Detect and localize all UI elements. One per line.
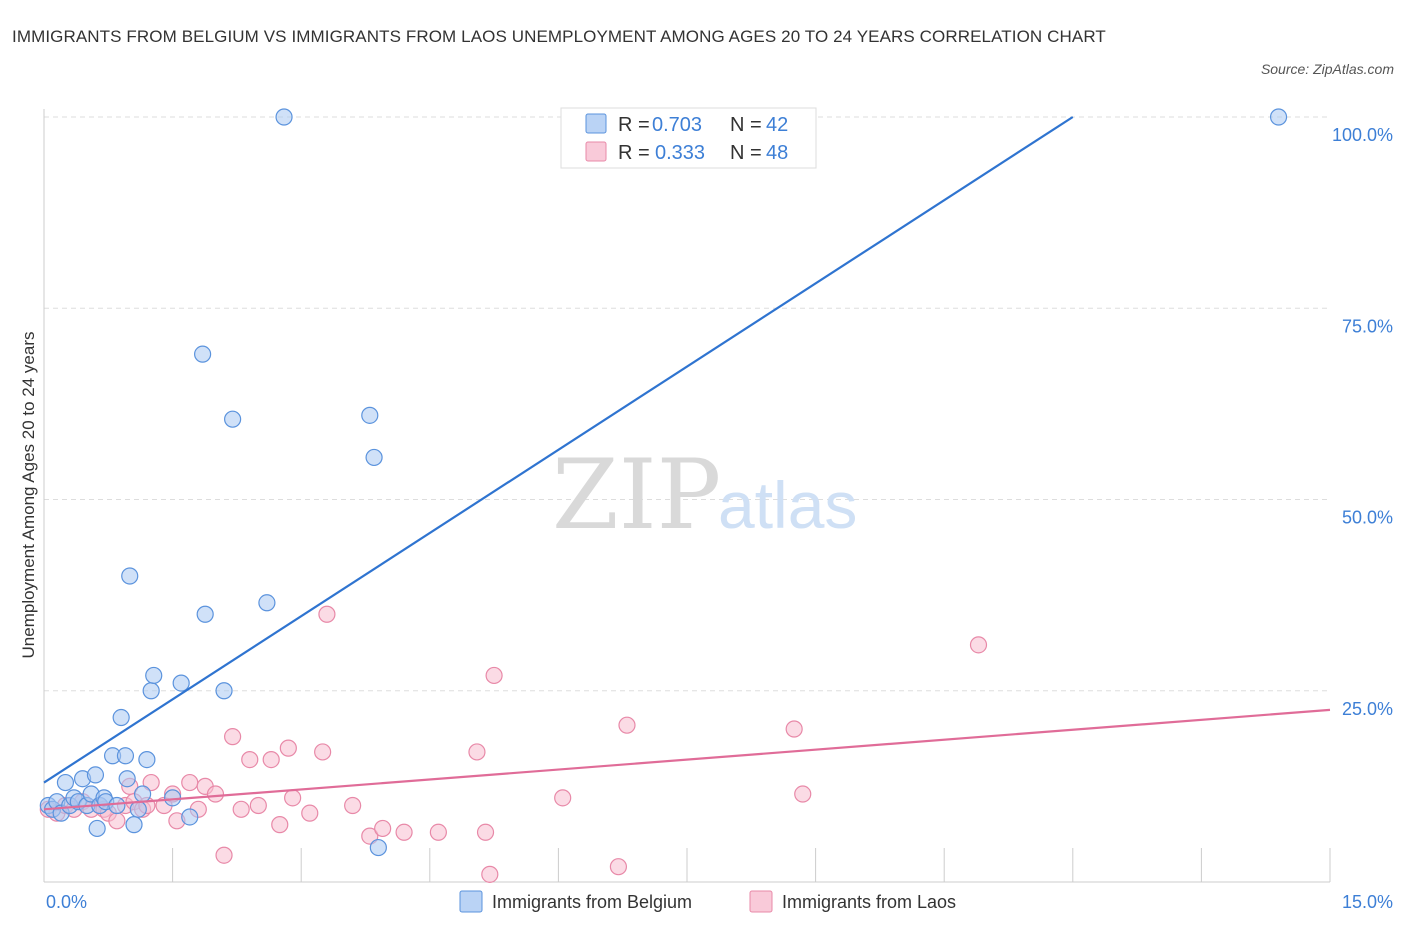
trend-line-laos (43, 708, 1331, 811)
point-belgium (369, 838, 387, 857)
point-laos (618, 716, 636, 734)
point-belgium (118, 770, 136, 788)
point-laos (284, 789, 302, 807)
bottom-legend-label-laos: Immigrants from Laos (782, 892, 956, 912)
point-belgium (112, 708, 130, 727)
legend-n-label-laos: N = (730, 142, 762, 164)
correlation-legend: R = 0.703 N = 42 R = 0.333 N = 48 (560, 107, 817, 169)
point-belgium (138, 750, 156, 769)
point-belgium (215, 682, 233, 700)
point-laos (301, 804, 319, 822)
trend-lines (43, 116, 1331, 811)
point-laos (969, 636, 988, 654)
y-tick-label: 75.0% (1342, 316, 1393, 336)
point-laos (395, 823, 413, 841)
point-laos (108, 812, 126, 830)
point-laos (794, 785, 812, 803)
point-belgium (88, 819, 106, 838)
source-credit: Source: ZipAtlas.com (1260, 61, 1394, 77)
point-laos (279, 739, 297, 757)
point-belgium (181, 808, 199, 826)
legend-n-value-belgium: 42 (766, 114, 788, 136)
point-laos (271, 816, 289, 834)
point-laos (262, 750, 280, 769)
point-laos (554, 789, 572, 807)
gridlines (44, 116, 1330, 692)
point-belgium (116, 747, 135, 765)
watermark-zip: ZIP (552, 439, 721, 551)
watermark: ZIP atlas (552, 439, 857, 551)
chart-title: IMMIGRANTS FROM BELGIUM VS IMMIGRANTS FR… (12, 27, 1106, 46)
point-belgium (86, 766, 105, 784)
series-laos-points (39, 605, 988, 883)
point-laos (485, 666, 503, 685)
point-belgium (56, 773, 75, 792)
point-belgium (194, 345, 212, 363)
point-laos (344, 796, 362, 815)
bottom-legend-label-belgium: Immigrants from Belgium (492, 892, 692, 912)
y-tick-label: 50.0% (1342, 508, 1393, 528)
point-belgium (125, 816, 143, 834)
point-belgium (121, 567, 139, 585)
y-tick-label: 100.0% (1332, 125, 1393, 145)
legend-swatch-laos (585, 141, 607, 162)
legend-swatch-belgium (585, 113, 607, 134)
point-laos (314, 743, 332, 761)
bottom-legend-swatch-laos (749, 890, 773, 913)
y-tick-label: 25.0% (1342, 699, 1393, 719)
bottom-legend-swatch-belgium (459, 890, 483, 913)
point-laos (318, 605, 336, 623)
point-belgium (172, 674, 190, 692)
legend-n-value-laos: 48 (766, 142, 788, 164)
trend-line-belgium (43, 116, 1074, 784)
watermark-atlas: atlas (718, 468, 857, 542)
x-tick-label: 0.0% (46, 892, 87, 912)
point-belgium (108, 796, 126, 815)
point-belgium (361, 406, 379, 424)
legend-r-label-laos: R = (618, 142, 650, 164)
x-tick-label: 15.0% (1342, 892, 1393, 912)
y-axis-label: Unemployment Among Ages 20 to 24 years (19, 332, 38, 659)
legend-n-label-belgium: N = (730, 114, 762, 136)
point-laos (142, 773, 160, 792)
legend-r-value-belgium: 0.703 (652, 114, 702, 136)
x-tick-labels: 0.0% 15.0% (46, 892, 1393, 912)
point-belgium (196, 605, 214, 623)
point-laos (468, 743, 486, 761)
point-laos (232, 800, 250, 818)
y-tick-labels: 25.0% 50.0% 75.0% 100.0% (1332, 125, 1393, 719)
point-belgium (258, 594, 276, 612)
point-belgium (365, 448, 383, 467)
axes (43, 109, 1331, 883)
point-laos (476, 823, 495, 841)
point-laos (785, 720, 803, 738)
point-laos (374, 819, 392, 838)
point-belgium (275, 108, 293, 126)
point-laos (181, 773, 199, 792)
point-laos (206, 785, 225, 803)
point-belgium (224, 410, 242, 428)
point-laos (215, 846, 233, 864)
point-laos (224, 728, 242, 746)
point-belgium (1269, 108, 1288, 126)
point-belgium (142, 682, 160, 700)
point-laos (241, 750, 259, 769)
series-legend: Immigrants from Belgium Immigrants from … (459, 890, 956, 913)
point-laos (249, 796, 267, 815)
point-laos (481, 865, 499, 883)
legend-r-label-belgium: R = (618, 114, 650, 136)
point-laos (429, 823, 447, 841)
point-belgium (133, 785, 152, 803)
legend-r-value-laos: 0.333 (655, 142, 705, 164)
point-laos (609, 858, 628, 876)
point-laos (361, 827, 379, 845)
point-belgium (129, 800, 147, 818)
point-belgium (145, 666, 163, 685)
